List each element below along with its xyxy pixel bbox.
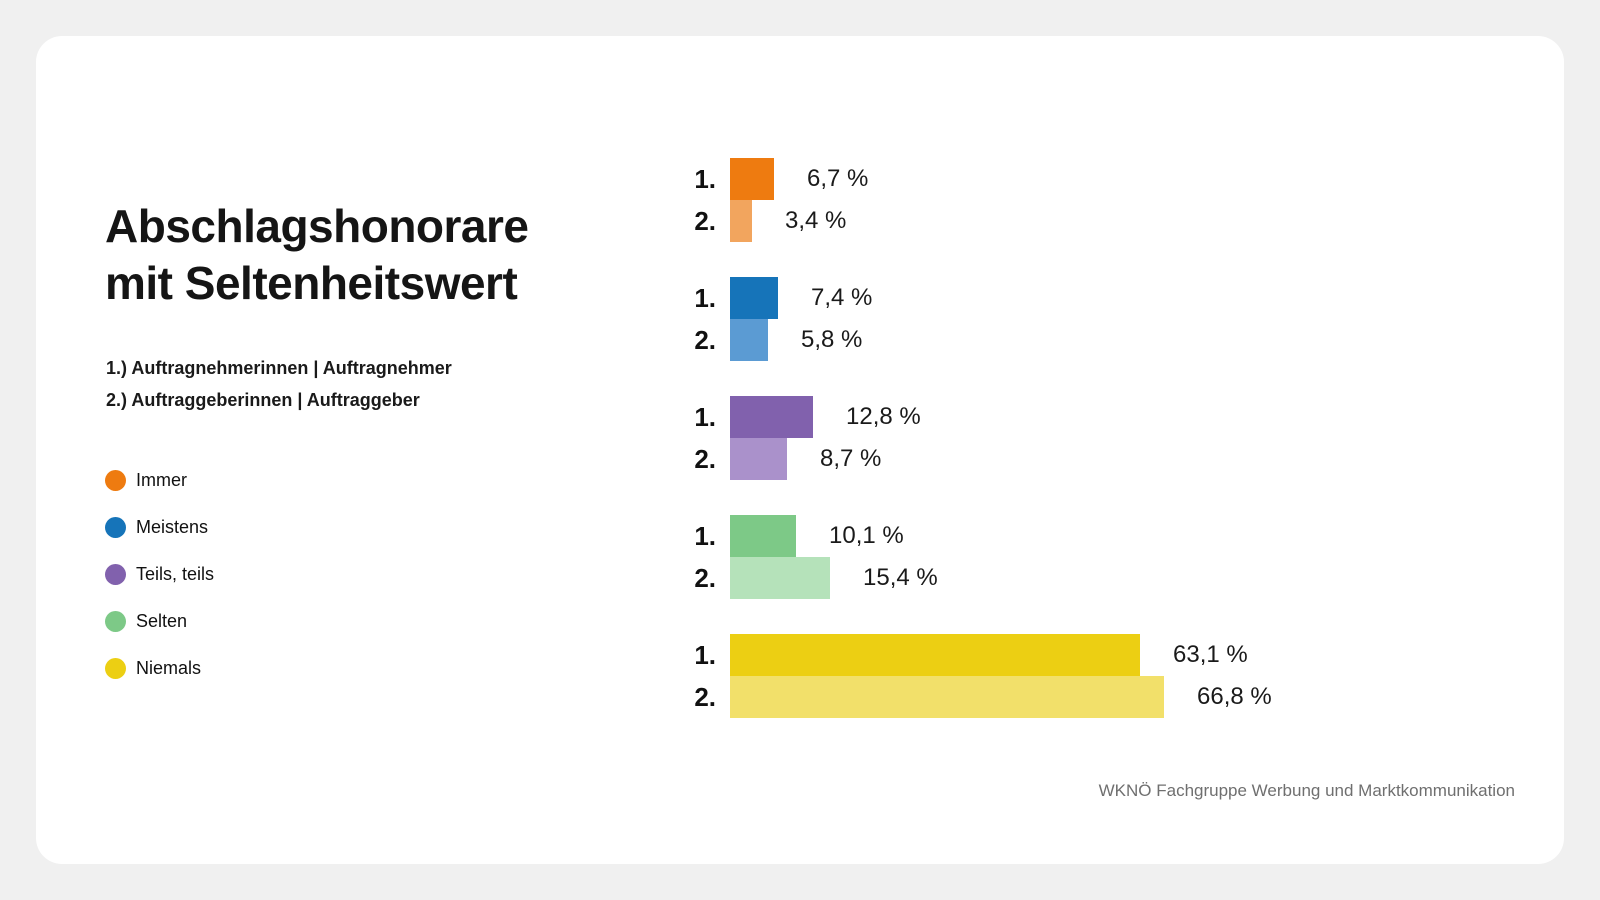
legend-label: Niemals bbox=[136, 657, 202, 678]
bar-group-selten: 1. 10,1 % 2. 15,4 % bbox=[683, 515, 1403, 599]
value-label: 5,8 % bbox=[801, 326, 863, 353]
bar-group-immer: 1. 6,7 % 2. 3,4 % bbox=[683, 158, 1403, 242]
legend-dot-icon bbox=[105, 657, 126, 679]
bar-row: 2. 8,7 % bbox=[683, 438, 1403, 480]
legend-label: Meistens bbox=[136, 516, 209, 537]
bar-meistens-2 bbox=[730, 319, 768, 361]
legend-label: Immer bbox=[136, 469, 187, 490]
bar-niemals-1 bbox=[730, 634, 1140, 676]
bar-teils-teils-2 bbox=[730, 438, 787, 480]
rank-label: 1. bbox=[694, 282, 716, 313]
rank-label: 2. bbox=[694, 681, 716, 712]
legend-label: Teils, teils bbox=[136, 563, 215, 584]
bar-row: 1. 10,1 % bbox=[683, 515, 1403, 557]
bar-row: 2. 15,4 % bbox=[683, 557, 1403, 599]
rank-label: 2. bbox=[694, 205, 716, 236]
legend-item-selten: Selten bbox=[105, 610, 214, 632]
rank-label: 2. bbox=[694, 562, 716, 593]
legend-item-meistens: Meistens bbox=[105, 516, 214, 538]
bar-row: 1. 6,7 % bbox=[683, 158, 1403, 200]
bar-immer-1 bbox=[730, 158, 774, 200]
bar-row: 1. 63,1 % bbox=[683, 634, 1403, 676]
bar-row: 2. 5,8 % bbox=[683, 319, 1403, 361]
bar-row: 2. 3,4 % bbox=[683, 200, 1403, 242]
series-key: 1.) Auftragnehmerinnen | Auftragnehmer 2… bbox=[106, 352, 452, 416]
rank-label: 1. bbox=[694, 520, 716, 551]
bar-chart: 1. 6,7 % 2. 3,4 % 1. 7,4 % 2. 5,8 % 1. 1… bbox=[683, 158, 1403, 753]
value-label: 6,7 % bbox=[807, 165, 869, 192]
legend-item-teils-teils: Teils, teils bbox=[105, 563, 214, 585]
bar-immer-2 bbox=[730, 200, 752, 242]
value-label: 66,8 % bbox=[1197, 683, 1272, 710]
series-key-line2: 2.) Auftraggeberinnen | Auftraggeber bbox=[106, 390, 420, 410]
value-label: 7,4 % bbox=[811, 284, 873, 311]
page-title-line1: Abschlagshonorare bbox=[105, 200, 529, 252]
rank-label: 1. bbox=[694, 163, 716, 194]
bar-niemals-2 bbox=[730, 676, 1164, 718]
legend-dot-icon bbox=[105, 469, 126, 491]
value-label: 3,4 % bbox=[785, 207, 847, 234]
rank-label: 1. bbox=[694, 639, 716, 670]
page-title: Abschlagshonorare mit Seltenheitswert bbox=[105, 198, 529, 312]
bar-row: 1. 12,8 % bbox=[683, 396, 1403, 438]
bar-group-meistens: 1. 7,4 % 2. 5,8 % bbox=[683, 277, 1403, 361]
infographic-card bbox=[36, 36, 1564, 864]
page-title-line2: mit Seltenheitswert bbox=[105, 257, 518, 309]
bar-selten-1 bbox=[730, 515, 796, 557]
bar-row: 1. 7,4 % bbox=[683, 277, 1403, 319]
value-label: 8,7 % bbox=[820, 445, 882, 472]
bar-row: 2. 66,8 % bbox=[683, 676, 1403, 718]
value-label: 12,8 % bbox=[846, 403, 921, 430]
legend-dot-icon bbox=[105, 516, 126, 538]
rank-label: 2. bbox=[694, 443, 716, 474]
bar-group-teils-teils: 1. 12,8 % 2. 8,7 % bbox=[683, 396, 1403, 480]
series-key-line1: 1.) Auftragnehmerinnen | Auftragnehmer bbox=[106, 358, 452, 378]
rank-label: 1. bbox=[694, 401, 716, 432]
bar-group-niemals: 1. 63,1 % 2. 66,8 % bbox=[683, 634, 1403, 718]
value-label: 15,4 % bbox=[863, 564, 938, 591]
value-label: 63,1 % bbox=[1173, 641, 1248, 668]
legend: Immer Meistens Teils, teils Selten Niema… bbox=[105, 469, 214, 704]
bar-meistens-1 bbox=[730, 277, 778, 319]
rank-label: 2. bbox=[694, 324, 716, 355]
bar-selten-2 bbox=[730, 557, 830, 599]
value-label: 10,1 % bbox=[829, 522, 904, 549]
legend-label: Selten bbox=[136, 610, 188, 631]
legend-dot-icon bbox=[105, 563, 126, 585]
legend-item-niemals: Niemals bbox=[105, 657, 214, 679]
source-attribution: WKNÖ Fachgruppe Werbung und Marktkommuni… bbox=[1098, 781, 1515, 800]
legend-dot-icon bbox=[105, 610, 126, 632]
bar-teils-teils-1 bbox=[730, 396, 813, 438]
legend-item-immer: Immer bbox=[105, 469, 214, 491]
